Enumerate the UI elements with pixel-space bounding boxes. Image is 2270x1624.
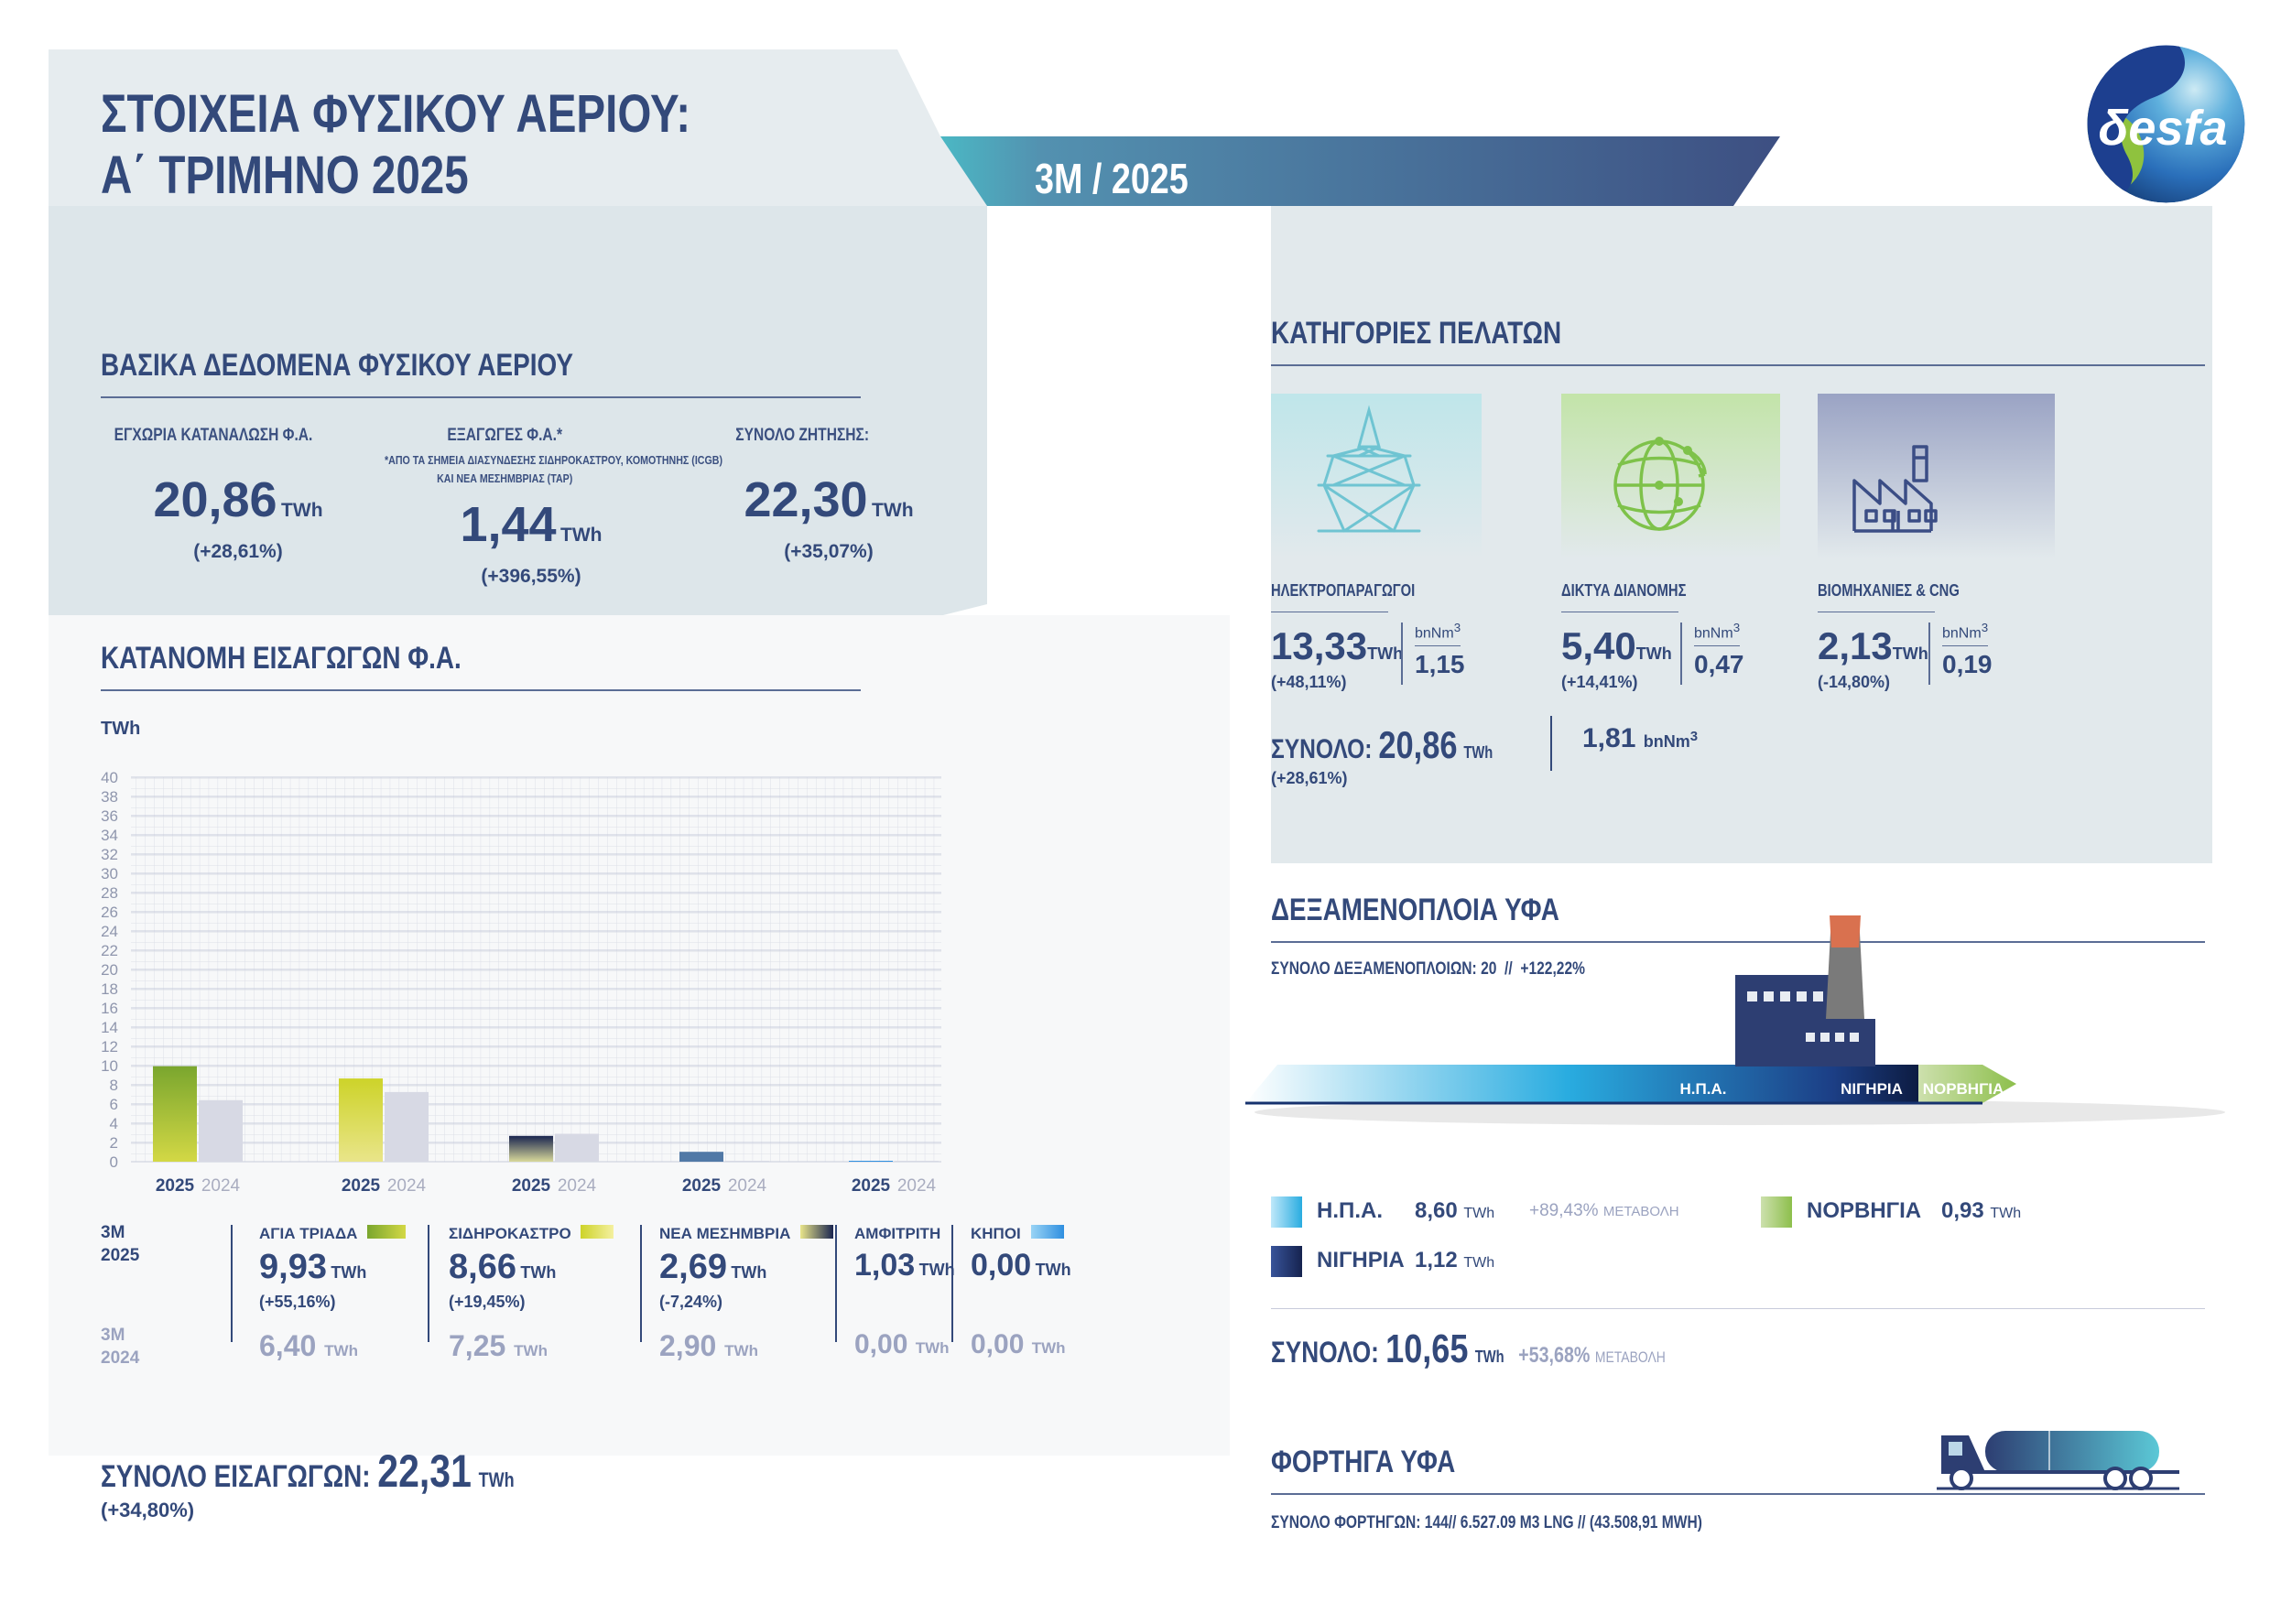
svg-text:δesfa: δesfa	[2098, 101, 2227, 156]
